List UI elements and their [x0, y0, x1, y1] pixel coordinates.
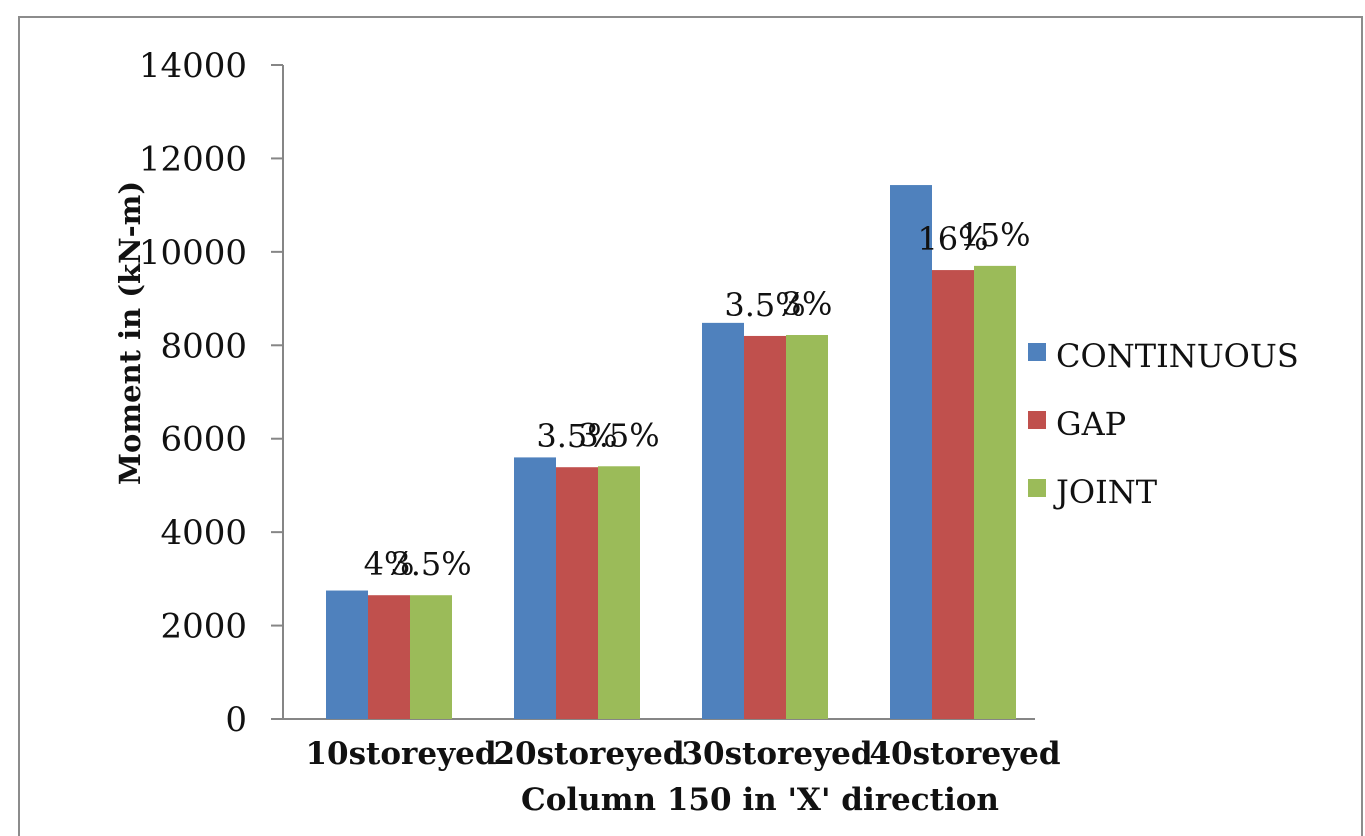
data-annotation: 4% — [364, 545, 415, 583]
bar-gap-3 — [744, 335, 786, 719]
y-tick-label: 6000 — [160, 420, 247, 460]
legend-label-joint: JOINT — [1053, 473, 1158, 511]
y-tick-label: 14000 — [139, 46, 247, 86]
y-tick-label: 12000 — [139, 139, 247, 179]
bar-joint-1 — [410, 595, 452, 719]
data-annotation: 3.5% — [390, 545, 471, 583]
x-tick-label: 10storeyed — [305, 736, 496, 772]
legend-label-gap: GAP — [1056, 405, 1126, 443]
y-tick-label: 0 — [225, 700, 247, 740]
y-axis-title: Moment in (kN-m) — [113, 181, 147, 485]
x-tick-label: 40storeyed — [869, 736, 1060, 772]
y-tick-label: 10000 — [139, 233, 247, 273]
data-annotation: 16% — [917, 220, 988, 258]
x-tick-label: 20storeyed — [493, 736, 684, 772]
legend-swatch-continuous — [1028, 343, 1046, 361]
bar-gap-2 — [556, 467, 598, 719]
data-annotation: 3% — [782, 285, 833, 323]
data-annotation: 15% — [959, 216, 1030, 254]
chart-frame — [18, 16, 1363, 836]
data-annotation: 3.5% — [578, 416, 659, 454]
y-tick-label: 8000 — [160, 326, 247, 366]
bar-joint-2 — [598, 466, 640, 719]
legend-label-continuous: CONTINUOUS — [1056, 337, 1299, 375]
data-annotation: 3.5% — [724, 286, 805, 324]
bar-gap-4 — [932, 270, 974, 719]
y-tick-label: 2000 — [160, 607, 247, 647]
x-tick-label: 30storeyed — [681, 736, 872, 772]
bar-continuous-1 — [326, 590, 368, 719]
x-axis-title: Column 150 in 'X' direction — [521, 782, 999, 818]
data-annotation: 3.5% — [536, 417, 617, 455]
legend-swatch-joint — [1028, 479, 1046, 497]
bar-gap-1 — [368, 595, 410, 719]
y-tick-label: 4000 — [160, 513, 247, 553]
bar-continuous-2 — [514, 457, 556, 719]
bar-continuous-3 — [702, 322, 744, 719]
chart-annotations: 4%3.5%3.5%3.5%3.5%3%16%15% — [364, 216, 1031, 583]
chart-legend: CONTINUOUS GAP JOINT — [1028, 337, 1299, 511]
bar-joint-4 — [974, 265, 1016, 719]
legend-swatch-gap — [1028, 411, 1046, 429]
bar-continuous-4 — [890, 185, 932, 719]
chart-bars — [326, 185, 1016, 719]
bar-joint-3 — [786, 335, 828, 719]
